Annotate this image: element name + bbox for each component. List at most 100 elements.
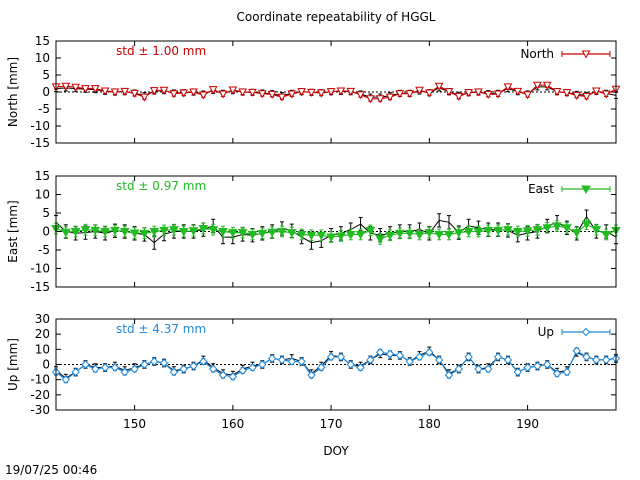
up-point bbox=[238, 366, 247, 375]
east-point bbox=[257, 229, 268, 239]
up-point bbox=[150, 357, 159, 366]
east-ytick-label: 0 bbox=[42, 225, 50, 239]
east-point bbox=[345, 230, 356, 240]
up-point bbox=[415, 352, 424, 362]
up-point bbox=[199, 357, 208, 366]
east-point bbox=[444, 230, 454, 240]
north-point bbox=[316, 89, 326, 98]
east-point bbox=[532, 226, 543, 235]
timestamp: 19/07/25 00:46 bbox=[5, 463, 97, 477]
north-point bbox=[483, 90, 493, 99]
up-point bbox=[562, 367, 572, 377]
east-point bbox=[601, 230, 612, 240]
up-point bbox=[110, 363, 120, 372]
east-series-line bbox=[55, 223, 617, 240]
north-point bbox=[110, 88, 120, 97]
up-point bbox=[159, 358, 169, 368]
up-point bbox=[346, 360, 355, 369]
north-point bbox=[149, 87, 159, 96]
north-point bbox=[90, 85, 100, 94]
up-point bbox=[218, 370, 228, 380]
east-ref-line bbox=[55, 215, 617, 244]
east-point bbox=[247, 230, 258, 240]
east-std-label: std ± 0.97 mm bbox=[116, 179, 206, 193]
east-ytick-label: 5 bbox=[42, 206, 50, 220]
east-point bbox=[188, 227, 199, 236]
east-point bbox=[355, 230, 366, 240]
north-point bbox=[169, 90, 179, 99]
north-point bbox=[582, 92, 591, 101]
up-point bbox=[61, 375, 71, 384]
east-point bbox=[394, 229, 405, 239]
east-point bbox=[277, 228, 287, 237]
north-point bbox=[100, 87, 110, 96]
up-point bbox=[425, 348, 434, 357]
north-point bbox=[385, 93, 395, 102]
east-point bbox=[512, 228, 523, 237]
up-point bbox=[228, 372, 238, 381]
east-point bbox=[218, 228, 228, 237]
east-point bbox=[208, 226, 219, 235]
up-point bbox=[405, 357, 414, 366]
up-point bbox=[100, 363, 110, 372]
north-point bbox=[228, 86, 238, 95]
up-y-axis-label: Up [mm] bbox=[6, 338, 20, 391]
north-point bbox=[297, 88, 306, 97]
up-point bbox=[130, 364, 139, 374]
east-point bbox=[542, 224, 553, 233]
east-point bbox=[522, 227, 533, 236]
up-ytick-label: 10 bbox=[35, 342, 50, 356]
east-point bbox=[286, 229, 297, 238]
north-ytick-label: 0 bbox=[42, 85, 50, 99]
east-point bbox=[316, 231, 327, 241]
east-point bbox=[473, 228, 484, 237]
north-plot-frame bbox=[55, 40, 617, 144]
east-plot-frame bbox=[55, 175, 617, 288]
up-point bbox=[336, 352, 346, 362]
north-point bbox=[356, 91, 365, 100]
north-point bbox=[444, 88, 454, 97]
east-point bbox=[336, 232, 346, 241]
east-legend-label: East bbox=[528, 182, 554, 196]
east-point bbox=[503, 226, 513, 235]
up-point bbox=[543, 360, 552, 369]
xtick-label: 160 bbox=[221, 417, 244, 431]
up-point bbox=[91, 364, 100, 374]
up-point bbox=[317, 363, 326, 372]
east-point bbox=[119, 228, 130, 237]
east-legend-marker bbox=[581, 185, 591, 195]
north-point bbox=[71, 83, 80, 92]
north-point bbox=[375, 95, 385, 104]
xtick-label: 180 bbox=[418, 417, 441, 431]
north-point bbox=[208, 86, 218, 95]
north-point bbox=[424, 89, 434, 98]
north-point bbox=[405, 90, 415, 99]
north-point bbox=[189, 88, 198, 97]
up-point bbox=[385, 349, 395, 359]
up-point bbox=[582, 352, 591, 362]
north-point bbox=[307, 88, 316, 97]
north-point bbox=[199, 91, 208, 100]
east-point bbox=[326, 233, 336, 243]
up-point bbox=[434, 355, 444, 365]
east-ytick-label: -10 bbox=[30, 262, 50, 276]
up-series-line bbox=[55, 350, 617, 381]
east-point bbox=[493, 226, 503, 236]
north-point bbox=[179, 89, 189, 98]
east-point bbox=[237, 229, 248, 238]
east-ytick-label: -15 bbox=[30, 280, 50, 294]
up-point bbox=[71, 367, 80, 377]
north-point bbox=[366, 95, 375, 104]
up-point bbox=[189, 361, 198, 371]
up-point bbox=[464, 352, 473, 362]
up-point bbox=[287, 357, 296, 366]
east-point bbox=[227, 229, 238, 238]
east-point bbox=[306, 231, 317, 241]
north-ytick-label: 10 bbox=[35, 51, 50, 65]
north-point bbox=[513, 87, 523, 96]
north-point bbox=[493, 90, 503, 99]
east-point bbox=[483, 226, 494, 236]
up-point bbox=[493, 352, 503, 362]
north-point bbox=[130, 89, 139, 98]
